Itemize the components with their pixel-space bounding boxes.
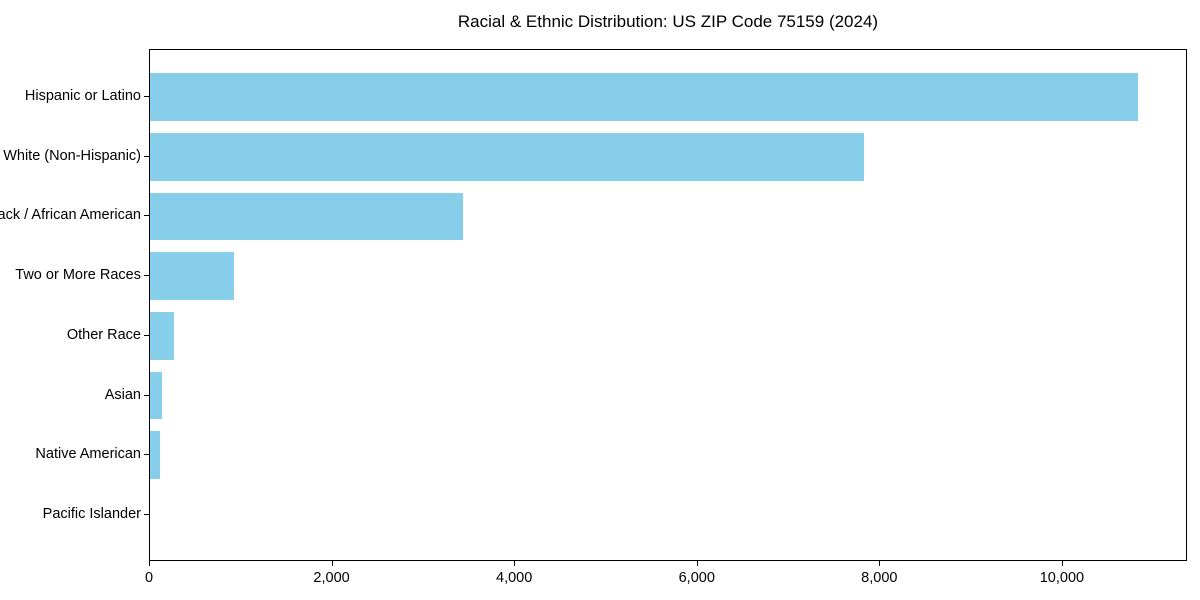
x-tick-mark bbox=[149, 561, 150, 566]
bar-hispanic-or-latino bbox=[150, 73, 1139, 121]
y-tick-mark bbox=[144, 275, 149, 276]
y-axis-category-label: Asian bbox=[104, 386, 141, 403]
x-tick-label: 6,000 bbox=[678, 570, 715, 586]
bar-white-non-hispanic bbox=[150, 132, 864, 181]
y-tick-mark bbox=[144, 454, 149, 455]
y-axis-category-label: Hispanic or Latino bbox=[24, 88, 141, 105]
x-tick-label: 2,000 bbox=[313, 570, 350, 586]
x-tick-label: 10,000 bbox=[1039, 570, 1085, 586]
y-axis-category-label: Other Race bbox=[66, 326, 141, 343]
y-tick-mark bbox=[144, 215, 149, 216]
bar-black-african-american bbox=[150, 192, 464, 241]
x-tick-mark bbox=[696, 561, 698, 566]
x-tick-mark bbox=[1061, 561, 1063, 566]
bar-two-or-more-races bbox=[150, 252, 234, 301]
chart-title: Racial & Ethnic Distribution: US ZIP Cod… bbox=[457, 12, 879, 31]
x-tick-label: 8,000 bbox=[861, 570, 898, 586]
bar-other-race bbox=[150, 311, 175, 360]
y-axis-category-label: Black / African American bbox=[0, 207, 141, 224]
y-axis-category-label: Pacific Islander bbox=[42, 505, 141, 522]
x-tick-mark bbox=[879, 561, 881, 566]
x-tick-mark bbox=[331, 561, 333, 566]
y-tick-mark bbox=[144, 335, 149, 336]
x-tick-label: 0 bbox=[144, 570, 154, 586]
x-tick-mark bbox=[514, 561, 516, 566]
x-tick-label: 4,000 bbox=[496, 570, 533, 586]
y-axis-category-label: Two or More Races bbox=[15, 267, 141, 284]
plot-area bbox=[149, 49, 1187, 561]
y-tick-mark bbox=[144, 395, 149, 396]
y-tick-mark bbox=[144, 514, 149, 515]
y-axis-category-label: White (Non-Hispanic) bbox=[3, 147, 141, 164]
bar-asian bbox=[150, 371, 162, 420]
y-tick-mark bbox=[144, 156, 149, 157]
y-tick-mark bbox=[144, 96, 149, 97]
bar-native-american bbox=[150, 431, 160, 480]
y-axis-category-label: Native American bbox=[35, 446, 141, 463]
